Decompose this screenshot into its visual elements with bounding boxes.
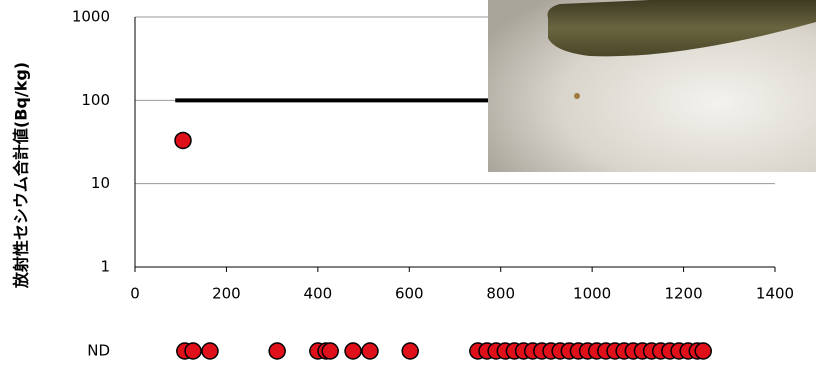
y-axis-label: 放射性セシウム合計値(Bq/kg) <box>12 62 31 289</box>
x-tick-label: 0 <box>130 285 140 303</box>
x-tick-label: 1400 <box>756 285 794 303</box>
point <box>174 131 192 150</box>
y-tick-label: 1 <box>100 258 110 276</box>
y-tick-label: 100 <box>81 91 110 109</box>
nd-point <box>268 342 286 360</box>
y-tick-label: 1000 <box>72 8 110 26</box>
x-tick-label: 800 <box>486 285 515 303</box>
x-tick-label: 1200 <box>664 285 702 303</box>
nd-point <box>321 342 339 360</box>
nd-point <box>344 342 362 360</box>
nd-point <box>694 342 712 360</box>
nd-point <box>361 342 379 360</box>
nd-point <box>201 342 219 360</box>
x-tick-label: 200 <box>212 285 241 303</box>
x-tick-label: 600 <box>395 285 424 303</box>
nd-point <box>401 342 419 360</box>
photo <box>488 0 816 172</box>
nd-point <box>184 342 202 360</box>
x-tick-label: 1000 <box>573 285 611 303</box>
nd-label: ND <box>87 342 110 360</box>
x-tick-label: 400 <box>304 285 333 303</box>
y-tick-label: 10 <box>91 174 110 192</box>
